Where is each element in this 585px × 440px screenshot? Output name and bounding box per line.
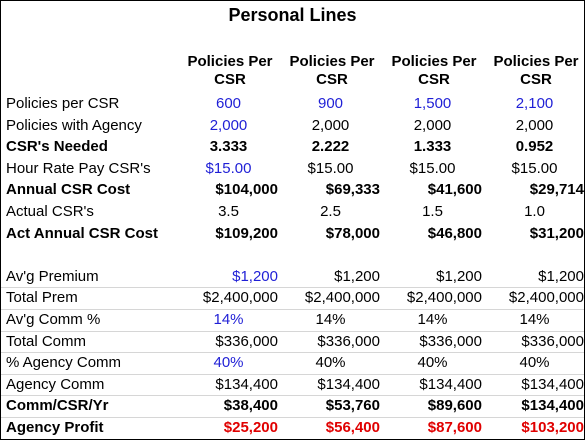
row-label: Act Annual CSR Cost xyxy=(6,224,158,242)
cell: 1.333 xyxy=(413,138,452,156)
cell: 2,100 xyxy=(515,95,554,112)
cell: $1,200 xyxy=(436,267,482,285)
grid-line xyxy=(1,330,584,332)
cell: $56,400 xyxy=(325,419,380,436)
cell: 1,500 xyxy=(413,95,452,112)
row-label: % Agency Comm xyxy=(6,354,122,372)
cell: 14% xyxy=(213,311,244,328)
cell: 40% xyxy=(417,354,448,372)
cell: 40% xyxy=(315,354,346,372)
cell: $15.00 xyxy=(307,159,354,177)
cell: $1,200 xyxy=(232,267,278,285)
cell: 1.0 xyxy=(524,203,545,220)
cell: 40% xyxy=(213,354,244,372)
grid-line xyxy=(1,287,584,289)
row-label: Av'g Comm % xyxy=(6,311,101,328)
cell: $29,714 xyxy=(529,181,584,199)
cell: 2,000 xyxy=(413,116,452,134)
cell: $41,600 xyxy=(427,181,482,199)
cell: $134,400 xyxy=(419,375,482,393)
cell: 900 xyxy=(317,95,344,112)
row-label: Comm/CSR/Yr xyxy=(6,397,109,415)
row-label: Av'g Premium xyxy=(6,267,99,285)
column-header: Policies Per CSR xyxy=(493,53,579,88)
row-label: Agency Profit xyxy=(6,419,104,436)
column-header: Policies Per CSR xyxy=(289,53,375,88)
cell: $134,400 xyxy=(521,397,584,415)
cell: $109,200 xyxy=(215,224,278,242)
row-label: Hour Rate Pay CSR's xyxy=(6,159,151,177)
cell: $1,200 xyxy=(538,267,584,285)
cell: 2.222 xyxy=(311,138,350,156)
column-header: Policies Per CSR xyxy=(391,53,477,88)
cell: $134,400 xyxy=(521,375,584,393)
cell: $2,400,000 xyxy=(508,289,584,307)
row-label: Annual CSR Cost xyxy=(6,181,131,199)
cell: $87,600 xyxy=(427,419,482,436)
cell: 40% xyxy=(519,354,550,372)
cell: 1.5 xyxy=(422,203,443,220)
row-label: Total Prem xyxy=(6,289,78,307)
cell: $134,400 xyxy=(317,375,380,393)
cell: 2.5 xyxy=(320,203,341,220)
cell: 600 xyxy=(215,95,242,112)
cell: $336,000 xyxy=(215,332,278,350)
cell: $2,400,000 xyxy=(202,289,278,307)
grid-line xyxy=(1,438,584,439)
cell: $134,400 xyxy=(215,375,278,393)
cell: $15.00 xyxy=(409,159,456,177)
cell: $78,000 xyxy=(325,224,380,242)
cell: $104,000 xyxy=(215,181,278,199)
cell: 2,000 xyxy=(311,116,350,134)
column-header: Policies Per CSR xyxy=(187,53,273,88)
grid-line xyxy=(1,352,584,354)
grid-line xyxy=(1,395,584,397)
cell: $2,400,000 xyxy=(406,289,482,307)
cell: 2,000 xyxy=(515,116,554,134)
cell: $336,000 xyxy=(521,332,584,350)
cell: $15.00 xyxy=(511,159,558,177)
grid-line xyxy=(1,417,584,418)
row-label: Total Comm xyxy=(6,332,87,350)
cell: 3.333 xyxy=(209,138,248,156)
cell: $69,333 xyxy=(325,181,380,199)
cell: 14% xyxy=(519,311,550,328)
row-label: Policies with Agency xyxy=(6,116,142,134)
grid-line xyxy=(1,309,584,310)
cell: $38,400 xyxy=(223,397,278,415)
cell: $336,000 xyxy=(419,332,482,350)
cell: $31,200 xyxy=(529,224,584,242)
cell: 2,000 xyxy=(209,116,248,134)
row-label: CSR's Needed xyxy=(6,138,108,156)
cell: $1,200 xyxy=(334,267,380,285)
cell: 0.952 xyxy=(515,138,554,156)
cell: $53,760 xyxy=(325,397,380,415)
cell: $2,400,000 xyxy=(304,289,380,307)
row-label: Policies per CSR xyxy=(6,95,120,112)
row-label: Actual CSR's xyxy=(6,203,94,220)
cell: 3.5 xyxy=(218,203,239,220)
cell: 14% xyxy=(315,311,346,328)
row-label: Agency Comm xyxy=(6,375,105,393)
grid-line xyxy=(1,373,584,375)
cell: 14% xyxy=(417,311,448,328)
title: Personal Lines xyxy=(228,5,357,25)
cell: $336,000 xyxy=(317,332,380,350)
cell: $15.00 xyxy=(205,159,252,177)
cell: $25,200 xyxy=(223,419,278,436)
cell: $103,200 xyxy=(521,419,584,436)
cell: $46,800 xyxy=(427,224,482,242)
cell: $89,600 xyxy=(427,397,482,415)
